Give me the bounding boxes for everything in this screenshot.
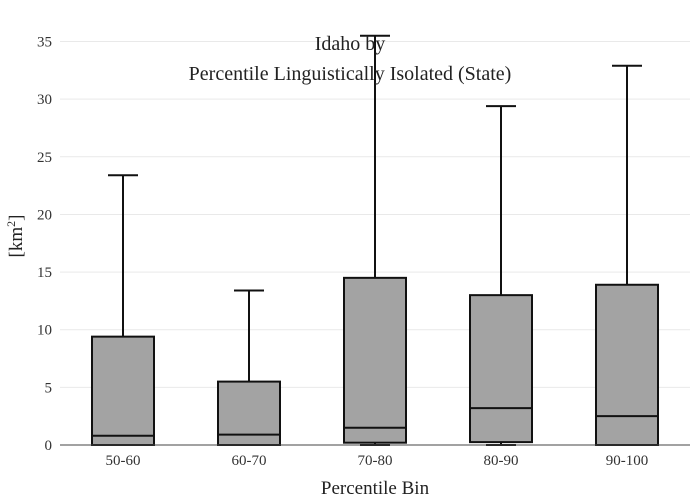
y-axis-title-superscript: 2: [4, 221, 18, 227]
x-tick-label: 90-100: [606, 453, 649, 469]
x-tick-label: 70-80: [358, 453, 393, 469]
box-iqr: [91, 335, 155, 446]
y-axis-ticks: 0 5 10 15 20 25 30 35: [37, 35, 52, 454]
y-tick-label: 35: [37, 35, 52, 51]
x-axis-title: Percentile Bin: [321, 478, 430, 499]
y-tick-label: 25: [37, 150, 52, 166]
chart-title-line-1: Idaho by: [315, 33, 386, 55]
x-tick-label: 60-70: [232, 453, 267, 469]
box-iqr: [343, 276, 407, 444]
box-series: [91, 34, 659, 447]
x-axis-ticks: 50-60 60-70 70-80 80-90 90-100: [106, 453, 649, 469]
y-tick-label: 5: [45, 380, 53, 396]
y-tick-label: 30: [37, 92, 52, 108]
y-axis-title-close: ]: [6, 215, 27, 221]
y-axis-title: [km2]: [4, 215, 27, 258]
chart-title-line-2: Percentile Linguistically Isolated (Stat…: [189, 63, 512, 85]
y-tick-label: 20: [37, 207, 52, 223]
y-tick-label: 15: [37, 265, 52, 281]
y-tick-label: 0: [45, 438, 53, 454]
box-iqr: [595, 283, 659, 446]
x-tick-label: 80-90: [484, 453, 519, 469]
box-iqr: [469, 294, 533, 444]
y-tick-label: 10: [37, 323, 52, 339]
x-tick-label: 50-60: [106, 453, 141, 469]
y-axis-title-main: [km: [6, 227, 27, 258]
